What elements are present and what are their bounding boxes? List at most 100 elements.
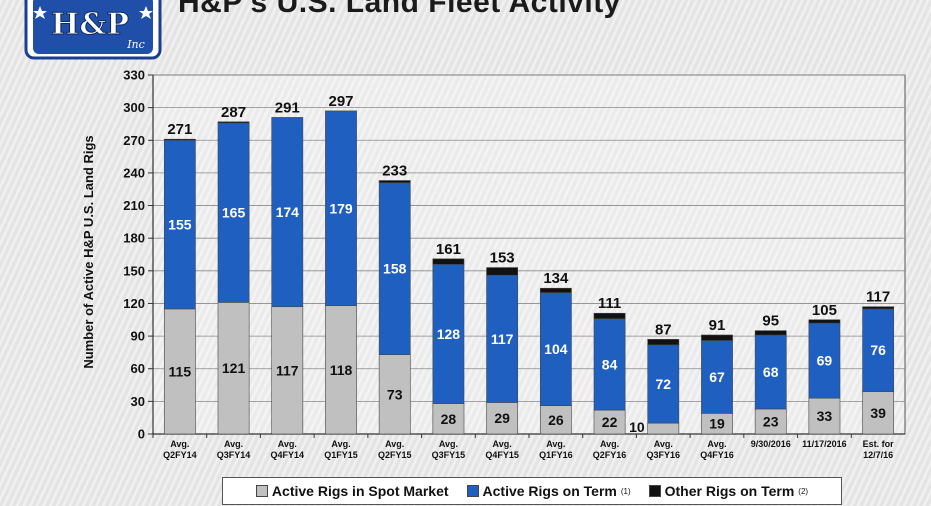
x-tick-label: Q2FY15 (378, 450, 412, 460)
bar-segment-active-rigs-in-spot-market (647, 422, 680, 435)
bar-segment-other-rigs-on-term (593, 312, 626, 319)
bar-segment-other-rigs-on-term (486, 267, 519, 276)
bar-total-label: 297 (328, 93, 353, 110)
bar-segment-other-rigs-on-term (217, 121, 250, 124)
bar-segment-active-rigs-on-term (163, 139, 196, 310)
bar-value-label: 165 (222, 205, 246, 221)
bar-segment-active-rigs-in-spot-market (539, 405, 572, 435)
bar-layer (163, 110, 895, 435)
bar-value-label: 117 (276, 362, 299, 378)
x-tick-label: 9/30/2016 (751, 439, 791, 449)
bar-segment-active-rigs-in-spot-market (862, 391, 895, 435)
x-tick-label: Avg. (600, 439, 619, 449)
y-tick-label: 120 (123, 296, 145, 311)
y-tick-label: 30 (131, 394, 145, 409)
axis-layer: 0306090120150180210240270300330Avg.Q2FY1… (123, 68, 905, 460)
grid-layer (152, 74, 906, 435)
bar-segment-active-rigs-in-spot-market (432, 403, 465, 435)
bar-value-label: 84 (602, 356, 618, 372)
bar-value-label: 121 (222, 360, 246, 376)
bar-value-label: 155 (168, 217, 192, 233)
legend-item: Other Rigs on Term (2) (648, 483, 809, 499)
y-tick-label: 150 (123, 263, 145, 278)
bar-segment-other-rigs-on-term (432, 258, 465, 265)
bar-value-label: 19 (709, 416, 725, 432)
y-tick-label: 180 (123, 231, 145, 246)
bar-value-label: 29 (494, 410, 510, 426)
x-tick-label: Q3FY15 (432, 450, 466, 460)
x-tick-label: Avg. (439, 439, 458, 449)
logo-sub-text: Inc (126, 38, 145, 51)
bar-value-label: 128 (437, 326, 461, 342)
x-tick-label: Q4FY16 (700, 450, 734, 460)
bar-segment-active-rigs-on-term (378, 182, 411, 355)
x-tick-label: Avg. (707, 439, 726, 449)
bar-segment-other-rigs-on-term (378, 180, 411, 184)
bar-value-label: 33 (817, 408, 833, 424)
bar-value-label: 118 (330, 362, 353, 378)
x-tick-label: Avg. (170, 439, 189, 449)
bar-segment-active-rigs-on-term (593, 318, 626, 411)
bar-segment-active-rigs-on-term (701, 340, 733, 414)
logo-main-text: H&P (51, 7, 129, 42)
x-tick-label: Avg. (493, 439, 512, 449)
x-tick-label: Q4FY14 (271, 450, 305, 460)
bar-segment-active-rigs-on-term (486, 274, 519, 403)
bar-value-label: 23 (763, 413, 779, 429)
bar-value-label: 67 (709, 369, 725, 385)
bar-value-label: 69 (817, 353, 833, 369)
bar-segment-active-rigs-on-term (217, 122, 250, 303)
y-tick-label: 60 (131, 361, 145, 376)
bar-segment-active-rigs-on-term (271, 117, 304, 308)
bar-total-label: 117 (866, 289, 890, 306)
bar-total-label: 271 (167, 121, 192, 138)
bar-value-label: 10 (629, 419, 645, 435)
bar-value-label: 72 (655, 376, 671, 392)
legend-footnote-marker: (2) (798, 486, 809, 496)
bar-segment-active-rigs-in-spot-market (163, 308, 196, 435)
bar-segment-other-rigs-on-term (701, 334, 733, 341)
legend-footnote-marker: (1) (620, 486, 631, 496)
bar-total-label: 91 (709, 317, 726, 334)
legend-swatch (466, 485, 479, 497)
bar-value-label: 28 (441, 411, 457, 427)
bar-total-label: 134 (543, 270, 569, 287)
bar-segment-active-rigs-on-term (808, 322, 841, 399)
bar-total-label: 87 (655, 321, 672, 338)
bar-segment-active-rigs-in-spot-market (808, 397, 841, 435)
bar-segment-active-rigs-in-spot-market (486, 402, 519, 435)
bar-chart: 0306090120150180210240270300330Avg.Q2FY1… (81, 68, 906, 460)
x-tick-label: Q1FY16 (539, 450, 573, 460)
x-tick-label: Avg. (385, 439, 404, 449)
bar-value-label: 117 (491, 331, 514, 347)
bar-value-label: 76 (870, 342, 886, 358)
x-tick-label: Avg. (654, 439, 673, 449)
bar-segment-other-rigs-on-term (808, 319, 841, 324)
legend-label: Other Rigs on Term (664, 483, 795, 499)
y-tick-label: 270 (123, 133, 145, 148)
x-tick-label: Q3FY14 (217, 450, 251, 460)
bar-segment-active-rigs-on-term (862, 308, 895, 392)
x-tick-label: Avg. (278, 439, 297, 449)
bar-segment-active-rigs-in-spot-market (378, 354, 411, 435)
y-axis-label: Number of Active H&P U.S. Land Rigs (81, 135, 96, 368)
bar-value-label: 115 (169, 363, 192, 379)
bar-segment-other-rigs-on-term (163, 138, 196, 141)
legend-item: Active Rigs on Term (1) (466, 483, 631, 499)
bar-total-label: 291 (275, 99, 300, 116)
y-tick-label: 300 (123, 100, 145, 115)
y-tick-label: 210 (123, 198, 145, 213)
legend-swatch (255, 485, 268, 497)
bar-value-label: 73 (387, 386, 403, 402)
bar-total-label: 95 (762, 313, 779, 330)
x-tick-label: Q2FY14 (163, 450, 197, 460)
bar-segment-active-rigs-in-spot-market (217, 302, 250, 435)
x-tick-label: 12/7/16 (863, 450, 893, 460)
bar-value-label: 68 (763, 364, 779, 380)
x-tick-label: Avg. (224, 439, 243, 449)
bar-segment-active-rigs-on-term (539, 292, 572, 407)
x-tick-label: Q2FY16 (593, 450, 627, 460)
bar-value-label: 39 (870, 405, 886, 421)
bar-segment-active-rigs-in-spot-market (325, 305, 357, 435)
legend-item: Active Rigs in Spot Market (255, 483, 449, 499)
